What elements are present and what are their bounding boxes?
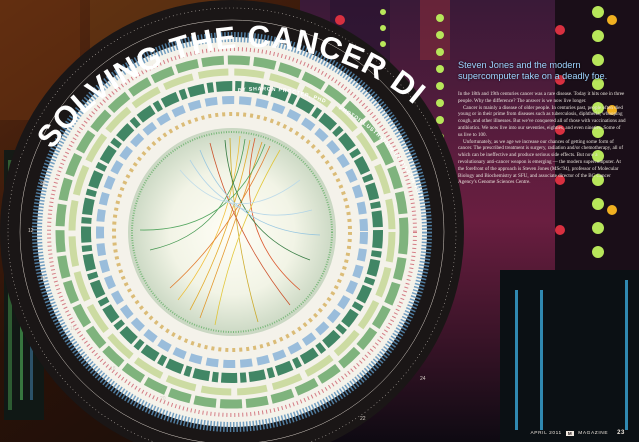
page-number: 23 <box>617 430 625 436</box>
svg-text:20: 20 <box>160 396 166 402</box>
svg-text:38: 38 <box>40 181 46 187</box>
magazine-name: MAGAZINE <box>578 430 609 436</box>
svg-text:24: 24 <box>420 376 426 382</box>
body-paragraph: Unfortunately, as we age we increase our… <box>458 138 624 186</box>
svg-text:12: 12 <box>28 228 34 234</box>
article-body: In the 18th and 19th centuries cancer wa… <box>458 91 626 186</box>
article-title: SOLVING THE CANCER DILEMMA <box>0 0 433 154</box>
article-column: Steven Jones and the modern supercompute… <box>458 60 626 186</box>
svg-text:14: 14 <box>40 276 46 282</box>
page-footer: APRIL 2011 M MAGAZINE 23 <box>530 430 625 436</box>
body-paragraph: Cancer is mainly a disease of older peop… <box>458 104 626 138</box>
article-deck: Steven Jones and the modern supercompute… <box>458 60 608 81</box>
circos-genome-plot: 38 12 14 16 18 20 22 24 <box>0 0 464 442</box>
issue-date: APRIL 2011 <box>530 430 562 436</box>
svg-text:18: 18 <box>110 366 116 372</box>
magazine-logo-icon: M <box>565 430 575 436</box>
svg-text:22: 22 <box>360 416 366 422</box>
svg-text:16: 16 <box>70 326 76 332</box>
body-paragraph: In the 18th and 19th centuries cancer wa… <box>458 91 625 104</box>
